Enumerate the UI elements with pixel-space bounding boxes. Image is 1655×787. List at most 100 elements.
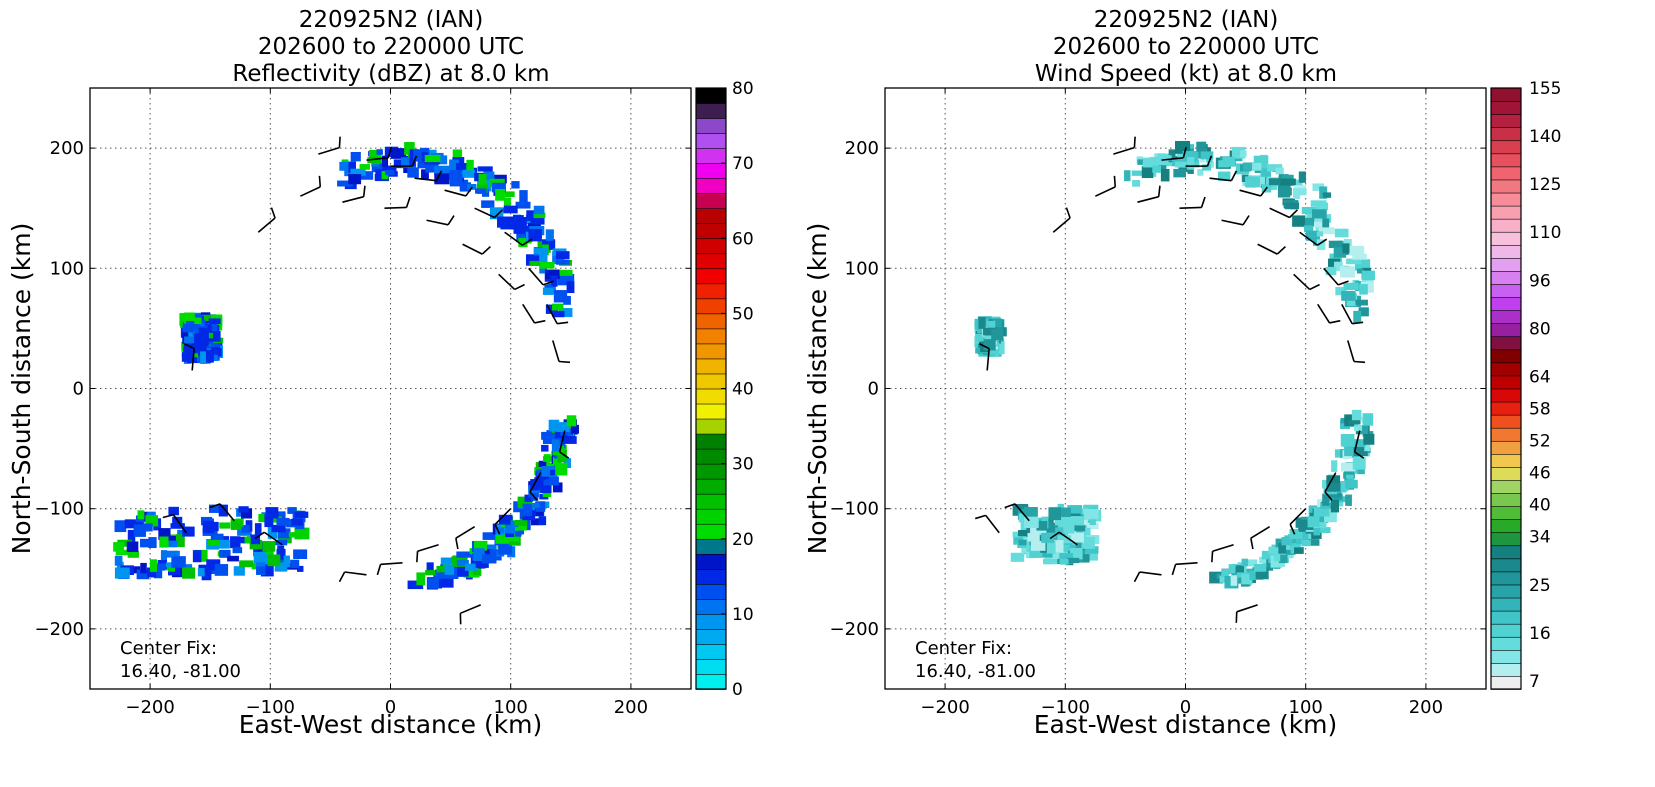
- colorbar-swatch: [1490, 231, 1522, 246]
- echo-pixel: [456, 560, 469, 566]
- wind-barb: [1113, 136, 1136, 155]
- echo-pixel: [184, 312, 195, 324]
- echo-pixel: [1316, 516, 1329, 524]
- colorbar: 7 16 25 34 40 46 52 58 64 80 96 110 125 140 155: [1490, 79, 1561, 692]
- wind-barb: [528, 267, 554, 286]
- barb-flag: [1352, 321, 1364, 325]
- wind-barb: [1353, 430, 1365, 459]
- wind-barb: [342, 185, 366, 203]
- echo-pixel: [1086, 522, 1099, 529]
- echo-pixel: [543, 456, 552, 462]
- center-fix-value: 16.40, -81.00: [915, 661, 1036, 682]
- colorbar-swatch: [1490, 584, 1522, 599]
- echo-pixel: [1018, 513, 1025, 523]
- barb-staff: [318, 146, 340, 155]
- colorbar-tick-label: 40: [732, 380, 754, 400]
- echo-pixel: [1084, 546, 1099, 554]
- wind-barb: [1137, 185, 1161, 203]
- echo-pixel: [1364, 444, 1371, 452]
- colorbar-swatch: [1490, 440, 1522, 455]
- x-tick-label: 0: [385, 697, 396, 718]
- echo-pixel: [256, 566, 266, 575]
- barb-staff: [426, 219, 449, 226]
- echo-pixel: [287, 507, 297, 514]
- echo-pixel: [382, 165, 397, 172]
- colorbar-swatch: [1490, 218, 1522, 233]
- echo-pixel: [510, 520, 519, 528]
- barb-flag: [209, 503, 221, 509]
- echo-pixel: [1083, 508, 1099, 520]
- barb-staff: [1324, 472, 1337, 493]
- echo-pixel: [1311, 209, 1327, 219]
- wind-barb: [546, 303, 569, 325]
- wind-barb: [462, 243, 491, 255]
- echo-pixel: [551, 439, 560, 452]
- echo-pixel: [1307, 516, 1320, 528]
- wind-barb: [504, 231, 533, 246]
- echo-pixel: [1304, 217, 1315, 227]
- echo-pixel: [558, 308, 573, 317]
- echo-pixel: [539, 261, 555, 269]
- colorbar-swatch: [695, 283, 727, 300]
- wind-barb: [1095, 175, 1117, 197]
- echo-pixel: [542, 438, 553, 445]
- echo-pixel: [975, 333, 992, 342]
- colorbar-frame: [1490, 87, 1522, 690]
- x-tick-label: 200: [614, 697, 648, 718]
- colorbar-tick-label: 80: [1529, 319, 1551, 339]
- colorbar-swatch: [695, 493, 727, 510]
- barb-flag: [1065, 207, 1071, 219]
- colorbar-swatch: [695, 553, 727, 570]
- echo-pixel: [1149, 156, 1160, 163]
- wind-barb: [1317, 303, 1341, 324]
- echo-pixel: [230, 520, 242, 530]
- barb-staff: [1139, 571, 1162, 576]
- center-fix-label: Center Fix:: [915, 638, 1012, 659]
- echo-pixel: [459, 182, 472, 192]
- echo-pixel: [452, 149, 463, 158]
- echo-pixel: [529, 260, 543, 266]
- echo-pixel: [1353, 444, 1368, 457]
- x-tick-label: 200: [1409, 697, 1443, 718]
- chart-title-line: 220925N2 (IAN): [299, 7, 484, 33]
- echo-pixel: [1054, 540, 1064, 553]
- colorbar-swatch: [695, 448, 727, 465]
- echo-pixel: [1301, 207, 1316, 214]
- chart-title-line: Reflectivity (dBZ) at 8.0 km: [232, 61, 549, 87]
- x-tick-label: 100: [494, 697, 528, 718]
- southwest-fragments: [113, 504, 310, 581]
- echo-pixel: [1330, 499, 1340, 513]
- echo-pixel: [1362, 413, 1374, 426]
- echo-pixel: [401, 157, 417, 168]
- echo-pixel: [1260, 166, 1271, 177]
- wind-barb: [455, 526, 476, 550]
- barb-flag: [254, 531, 265, 540]
- echo-pixel: [1358, 307, 1369, 317]
- colorbar-tick-label: 40: [1529, 496, 1551, 516]
- echo-pixel: [533, 212, 546, 219]
- x-axis-label: East-West distance (km): [239, 710, 543, 739]
- colorbar-tick-label: 25: [1529, 576, 1551, 596]
- echo-pixel: [514, 519, 528, 526]
- echo-pixel: [434, 173, 450, 185]
- echo-pixel: [381, 155, 389, 167]
- echo-pixel: [1273, 553, 1281, 562]
- y-tick-label: 100: [845, 258, 879, 279]
- echo-pixel: [126, 541, 139, 553]
- echo-pixel: [207, 331, 221, 342]
- echo-pixel: [983, 327, 996, 336]
- echo-pixel: [563, 436, 577, 444]
- wind-barb: [1209, 170, 1238, 182]
- echo-pixel: [1316, 231, 1324, 237]
- echo-pixel: [456, 163, 469, 172]
- echo-pixel: [1040, 544, 1052, 553]
- wind-barb: [183, 343, 195, 371]
- barb-flag: [494, 523, 501, 535]
- barb-staff: [528, 267, 544, 286]
- colorbar-swatch: [695, 207, 727, 225]
- echo-pixel: [1228, 564, 1236, 574]
- barb-staff: [1289, 508, 1307, 525]
- echo-pixel: [1322, 192, 1332, 198]
- barb-flag: [405, 196, 411, 208]
- echo-pixel: [232, 547, 243, 554]
